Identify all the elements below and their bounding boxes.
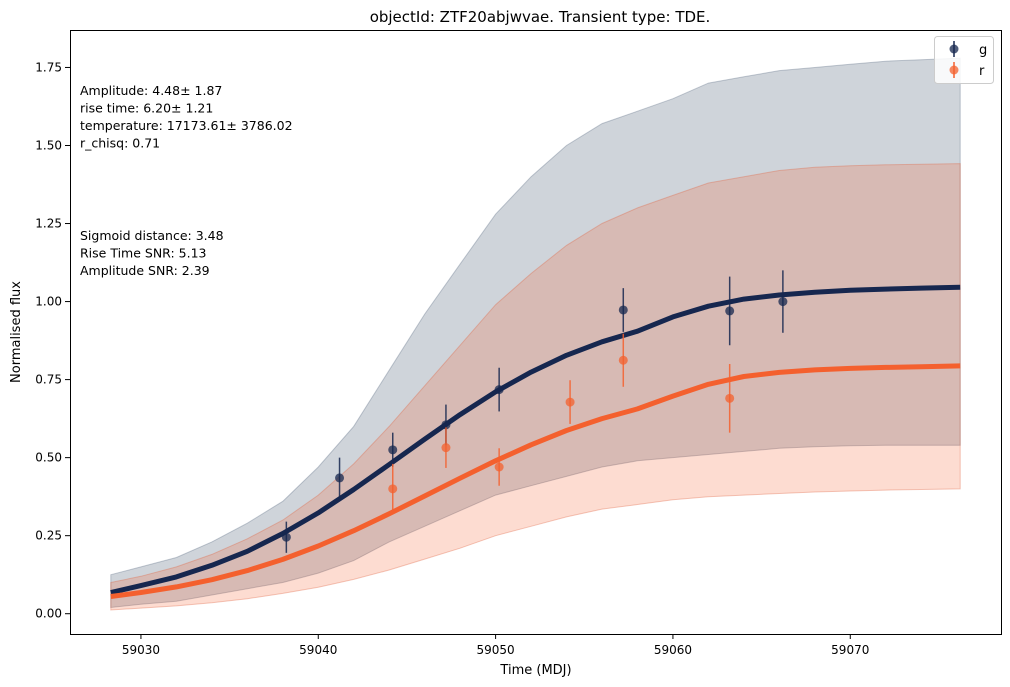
y-axis-label: Normalised flux	[9, 281, 24, 383]
y-tick-label: 1.75	[35, 60, 62, 74]
annotation-text: temperature: 17173.61± 3786.02	[80, 118, 293, 133]
band-g	[110, 57, 961, 609]
annotation-text: r_chisq: 0.71	[80, 136, 160, 151]
y-tick-label: 0.50	[35, 451, 62, 465]
x-tick-label: 59070	[831, 643, 869, 657]
data-point-r-0	[388, 484, 398, 494]
y-tick-label: 0.75	[35, 373, 62, 387]
legend-marker-g	[949, 44, 959, 54]
chart-title: objectId: ZTF20abjwvae. Transient type: …	[370, 8, 711, 26]
data-point-r-3	[565, 397, 575, 407]
y-axis: 0.00 0.25 0.50 0.75 1.00 1.25 1.50 1.75	[35, 60, 70, 621]
data-point-g-3	[441, 420, 451, 430]
data-point-g-5	[618, 305, 628, 315]
y-tick-label: 1.50	[35, 138, 62, 152]
fit-curve-r	[110, 363, 961, 599]
annotation-text: Sigmoid distance: 3.48	[80, 228, 224, 243]
plot-area	[110, 57, 961, 611]
x-axis-label: Time (MDJ)	[499, 663, 571, 678]
legend: gr	[934, 36, 994, 84]
legend-box	[934, 36, 994, 84]
x-tick-label: 59040	[299, 643, 337, 657]
data-point-g-1	[335, 473, 345, 483]
legend-label-r: r	[979, 64, 985, 79]
data-point-g-6	[725, 306, 735, 316]
data-point-r-5	[725, 393, 735, 403]
annotation-text: Rise Time SNR: 5.13	[80, 246, 207, 261]
x-axis: 59030 59040 59050 59060 59070	[122, 634, 869, 657]
plot-frame	[70, 30, 1002, 635]
annotation-text: rise time: 6.20± 1.21	[80, 101, 213, 116]
data-point-g-0	[281, 532, 291, 542]
annotations: Amplitude: 4.48± 1.87 rise time: 6.20± 1.…	[80, 83, 293, 278]
x-tick-label: 59060	[654, 643, 692, 657]
y-tick-label: 0.25	[35, 529, 62, 543]
fit-curve-g	[110, 284, 961, 595]
y-tick-label: 1.25	[35, 217, 62, 231]
annotation-text: Amplitude SNR: 2.39	[80, 263, 210, 278]
x-tick-label: 59030	[122, 643, 160, 657]
annotation-text: Amplitude: 4.48± 1.87	[80, 83, 222, 98]
y-tick-label: 0.00	[35, 607, 62, 621]
x-tick-label: 59050	[477, 643, 515, 657]
legend-label-g: g	[979, 43, 987, 58]
data-point-g-7	[778, 297, 788, 307]
y-tick-label: 1.00	[35, 295, 62, 309]
data-point-g-4	[494, 385, 504, 395]
data-point-g-2	[388, 445, 398, 455]
band-r	[110, 163, 961, 611]
data-point-r-2	[494, 462, 504, 472]
data-point-r-1	[441, 443, 451, 453]
data-point-r-4	[618, 355, 628, 365]
legend-marker-r	[949, 65, 959, 75]
